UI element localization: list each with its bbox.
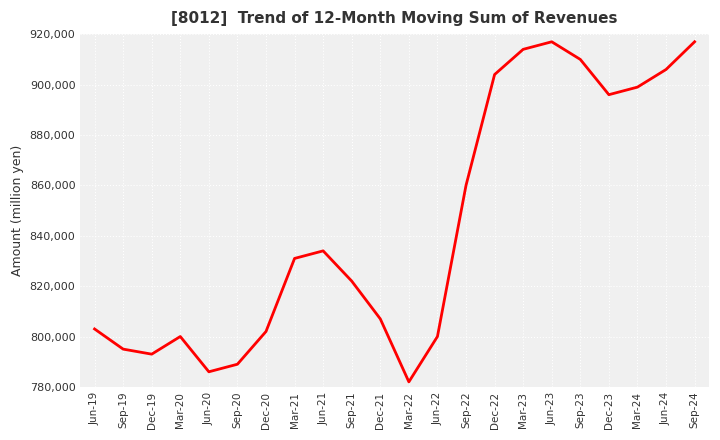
Y-axis label: Amount (million yen): Amount (million yen): [11, 145, 24, 276]
Title: [8012]  Trend of 12-Month Moving Sum of Revenues: [8012] Trend of 12-Month Moving Sum of R…: [171, 11, 618, 26]
